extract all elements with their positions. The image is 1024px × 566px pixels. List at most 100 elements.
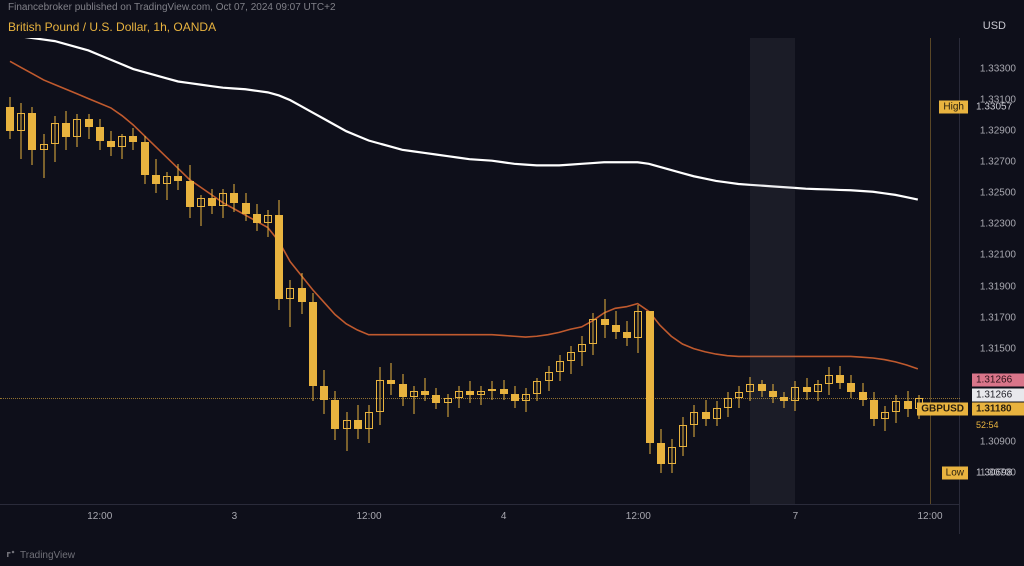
candle[interactable] <box>376 367 384 424</box>
candle[interactable] <box>488 381 496 400</box>
candle[interactable] <box>556 355 564 381</box>
candle[interactable] <box>567 346 575 374</box>
candle[interactable] <box>892 395 900 423</box>
candle[interactable] <box>836 366 844 389</box>
tradingview-chart-container: Financebroker published on TradingView.c… <box>0 0 1024 566</box>
y-axis-tick: 1.30900 <box>980 436 1016 447</box>
candle[interactable] <box>343 412 351 451</box>
candle[interactable] <box>432 388 440 410</box>
candle[interactable] <box>713 401 721 426</box>
candle[interactable] <box>51 116 59 163</box>
y-axis-scale[interactable]: USD 1.307001.309001.311001.313001.315001… <box>960 38 1024 504</box>
instrument-title: British Pound / U.S. Dollar, 1h, OANDA <box>8 20 216 34</box>
price-label-ctd: 52:54 <box>972 419 1024 431</box>
candle[interactable] <box>40 134 48 177</box>
candle[interactable] <box>298 273 306 315</box>
candle[interactable] <box>365 405 373 444</box>
candle[interactable] <box>533 378 541 401</box>
candle[interactable] <box>28 107 36 166</box>
candle[interactable] <box>702 400 710 426</box>
x-axis-tick: 4 <box>501 511 507 522</box>
candle[interactable] <box>780 392 788 408</box>
y-axis-tick: 1.31500 <box>980 343 1016 354</box>
candle[interactable] <box>679 417 687 456</box>
candle[interactable] <box>275 200 283 310</box>
candle[interactable] <box>197 195 205 226</box>
candle[interactable] <box>421 378 429 401</box>
candle[interactable] <box>769 384 777 403</box>
candle[interactable] <box>511 386 519 408</box>
candle[interactable] <box>174 164 182 190</box>
candle[interactable] <box>735 386 743 408</box>
candle[interactable] <box>17 103 25 159</box>
current-bar-marker <box>930 38 931 504</box>
x-axis-scale[interactable]: 12:00312:00412:00712:00 <box>0 504 960 534</box>
candle[interactable] <box>466 381 474 403</box>
candle[interactable] <box>242 193 250 221</box>
y-axis-tick: 1.31900 <box>980 281 1016 292</box>
candle[interactable] <box>444 394 452 417</box>
candle[interactable] <box>96 119 104 150</box>
candle[interactable] <box>758 380 766 397</box>
candle[interactable] <box>522 388 530 413</box>
candle[interactable] <box>634 305 642 353</box>
candle[interactable] <box>331 391 339 441</box>
candle[interactable] <box>668 439 676 473</box>
price-label-sym-value: 1.31180 <box>972 403 1024 416</box>
candle[interactable] <box>62 111 70 150</box>
candle[interactable] <box>847 375 855 398</box>
candle[interactable] <box>399 374 407 407</box>
candle[interactable] <box>141 136 149 184</box>
candle[interactable] <box>320 370 328 413</box>
candle[interactable] <box>881 406 889 431</box>
candle[interactable] <box>354 405 362 439</box>
tradingview-logo-icon <box>6 549 16 562</box>
candle[interactable] <box>230 184 238 212</box>
x-axis-tick: 7 <box>793 511 799 522</box>
candle[interactable] <box>612 311 620 339</box>
y-axis-tick: 1.32500 <box>980 188 1016 199</box>
candle[interactable] <box>870 392 878 426</box>
publisher-header: Financebroker published on TradingView.c… <box>8 2 336 13</box>
candle[interactable] <box>455 386 463 408</box>
chart-area[interactable] <box>0 38 960 504</box>
candle[interactable] <box>85 114 93 139</box>
candle[interactable] <box>746 377 754 402</box>
candle[interactable] <box>107 131 115 156</box>
candle[interactable] <box>264 210 272 236</box>
candle[interactable] <box>163 172 171 200</box>
candle[interactable] <box>690 405 698 438</box>
y-axis-label: USD <box>983 20 1006 32</box>
candle[interactable] <box>410 386 418 414</box>
candle[interactable] <box>601 299 609 338</box>
candle[interactable] <box>219 189 227 219</box>
candle[interactable] <box>500 380 508 400</box>
y-axis-tick: 1.32300 <box>980 219 1016 230</box>
candle[interactable] <box>791 381 799 411</box>
candle[interactable] <box>623 321 631 346</box>
candle[interactable] <box>286 280 294 327</box>
candle[interactable] <box>803 378 811 400</box>
candle[interactable] <box>118 134 126 159</box>
candle[interactable] <box>6 97 14 139</box>
candle[interactable] <box>152 159 160 193</box>
candle[interactable] <box>387 363 395 396</box>
candle[interactable] <box>859 383 867 406</box>
candle[interactable] <box>825 367 833 395</box>
candle[interactable] <box>814 380 822 402</box>
candle[interactable] <box>129 128 137 150</box>
candle[interactable] <box>208 189 216 214</box>
candle[interactable] <box>724 392 732 417</box>
candle[interactable] <box>73 114 81 147</box>
candle[interactable] <box>477 386 485 405</box>
candle[interactable] <box>186 165 194 218</box>
candle[interactable] <box>589 313 597 355</box>
candle[interactable] <box>657 429 665 473</box>
y-axis-tick: 1.33300 <box>980 64 1016 75</box>
candle[interactable] <box>309 293 317 402</box>
candle[interactable] <box>545 366 553 391</box>
candle[interactable] <box>904 391 912 417</box>
candle[interactable] <box>578 336 586 366</box>
candle[interactable] <box>646 311 654 454</box>
candle[interactable] <box>253 204 261 230</box>
